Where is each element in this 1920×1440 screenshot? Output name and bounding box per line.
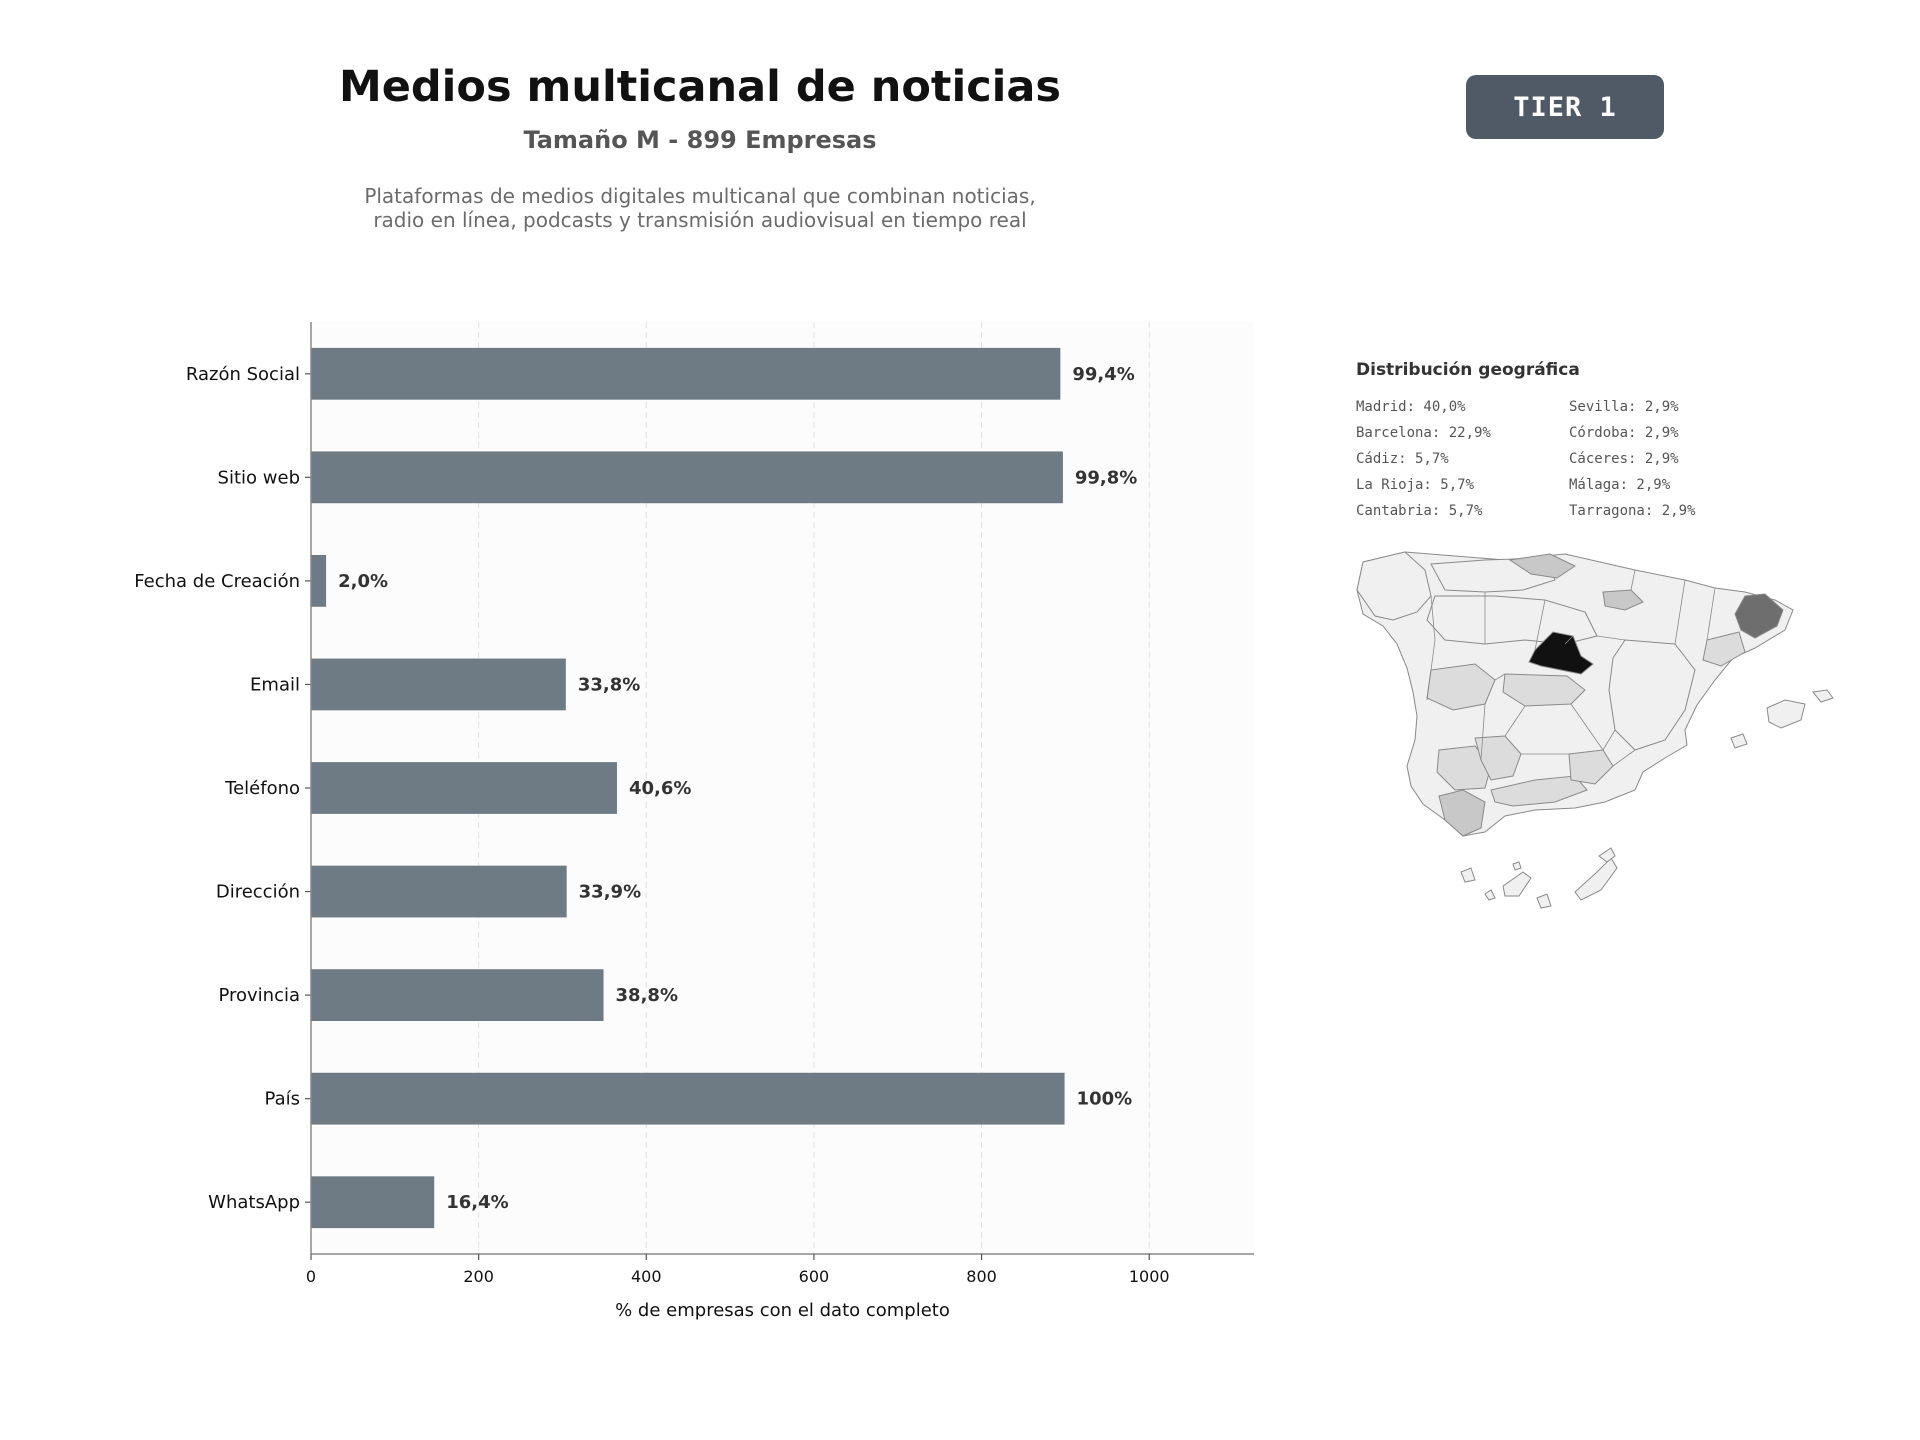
- data-label: 40,6%: [629, 778, 691, 799]
- geo-item: Cádiz: 5,7%: [1356, 451, 1449, 467]
- completeness-bar-chart: Razón Social 99,4% Sitio web 99,8% Fecha de …: [134, 322, 1254, 1321]
- map-canary-1: [1460, 867, 1476, 883]
- y-tick-label: Sitio web: [218, 467, 300, 488]
- map-canary-3: [1502, 871, 1532, 897]
- map-sevilla: [1436, 745, 1492, 791]
- bar: [311, 865, 567, 918]
- map-la-rioja: [1602, 589, 1644, 611]
- data-label: 33,8%: [578, 674, 640, 695]
- map-madrid: [1528, 631, 1594, 675]
- geo-distribution-list: Madrid: 40,0% Sevilla: 2,9% Barcelona: 2…: [1356, 397, 1756, 521]
- y-tick-label: País: [265, 1089, 300, 1110]
- map-canary-2: [1484, 889, 1496, 901]
- y-tick-label: Fecha de Creación: [134, 571, 300, 592]
- geo-item: Cáceres: 2,9%: [1569, 451, 1679, 467]
- data-label: 33,9%: [579, 882, 641, 903]
- data-label: 99,4%: [1072, 364, 1134, 385]
- description-line-1: Plataformas de medios digitales multican…: [364, 184, 1036, 208]
- data-label: 16,4%: [446, 1192, 508, 1213]
- map-cantabria: [1508, 553, 1577, 579]
- geo-title: Distribución geográfica: [1356, 360, 1580, 380]
- bar: [311, 1176, 435, 1229]
- map-east: [1608, 639, 1696, 751]
- geo-item: Madrid: 40,0%: [1356, 399, 1466, 415]
- page-subtitle: Tamaño M - 899 Empresas: [523, 126, 877, 154]
- y-tick-label: Email: [250, 674, 300, 695]
- description-line-2: radio en línea, podcasts y transmisión a…: [373, 208, 1027, 232]
- map-ceuta: [1512, 861, 1522, 871]
- y-tick-label: Provincia: [218, 985, 300, 1006]
- map-mallorca: [1766, 699, 1806, 729]
- x-tick-label: 800: [966, 1267, 997, 1286]
- map-canary-5: [1574, 857, 1618, 901]
- map-malaga: [1490, 775, 1588, 807]
- y-tick-label: Teléfono: [224, 778, 300, 799]
- map-canary-6: [1598, 847, 1616, 863]
- map-north-west: [1356, 551, 1432, 621]
- map-tarragona: [1702, 631, 1746, 667]
- y-tick-label: Dirección: [216, 882, 300, 903]
- geo-item: Barcelona: 22,9%: [1356, 425, 1491, 441]
- spain-map: [1356, 551, 1834, 909]
- data-label: 38,8%: [616, 985, 678, 1006]
- page-title: Medios multicanal de noticias: [338, 62, 1062, 112]
- bar: [311, 347, 1061, 400]
- x-axis-label: % de empresas con el dato completo: [615, 1300, 950, 1321]
- geo-item: Cantabria: 5,7%: [1356, 503, 1483, 519]
- geo-item: Sevilla: 2,9%: [1569, 399, 1679, 415]
- map-barcelona: [1734, 593, 1784, 639]
- tier-badge: TIER 1: [1466, 75, 1664, 139]
- page-description: Plataformas de medios digitales multican…: [200, 184, 1200, 232]
- y-tick-label: WhatsApp: [208, 1192, 300, 1213]
- geo-item: Córdoba: 2,9%: [1569, 425, 1679, 441]
- map-menorca: [1812, 689, 1834, 703]
- geo-item: Málaga: 2,9%: [1569, 477, 1671, 493]
- bar: [311, 1072, 1065, 1125]
- map-ibiza: [1730, 733, 1748, 749]
- bar: [311, 762, 617, 814]
- x-tick-label: 0: [306, 1267, 316, 1286]
- geo-item: Tarragona: 2,9%: [1569, 503, 1696, 519]
- bar: [311, 451, 1063, 504]
- x-tick-label: 600: [799, 1267, 830, 1286]
- map-canary-4: [1536, 893, 1552, 909]
- y-tick-label: Razón Social: [186, 364, 300, 385]
- geo-item: La Rioja: 5,7%: [1356, 477, 1475, 493]
- data-label: 99,8%: [1075, 467, 1137, 488]
- x-tick-label: 400: [631, 1267, 662, 1286]
- bar: [311, 555, 327, 607]
- bar: [311, 969, 604, 1021]
- map-granada: [1568, 749, 1614, 785]
- data-label: 2,0%: [338, 571, 388, 592]
- data-label: 100%: [1077, 1089, 1133, 1110]
- map-provinces: [1356, 551, 1834, 909]
- bar: [311, 658, 566, 711]
- map-inner-borders: [1426, 569, 1716, 767]
- x-tick-label: 200: [463, 1267, 494, 1286]
- map-cadiz: [1438, 789, 1486, 837]
- x-tick-label: 1000: [1129, 1267, 1170, 1286]
